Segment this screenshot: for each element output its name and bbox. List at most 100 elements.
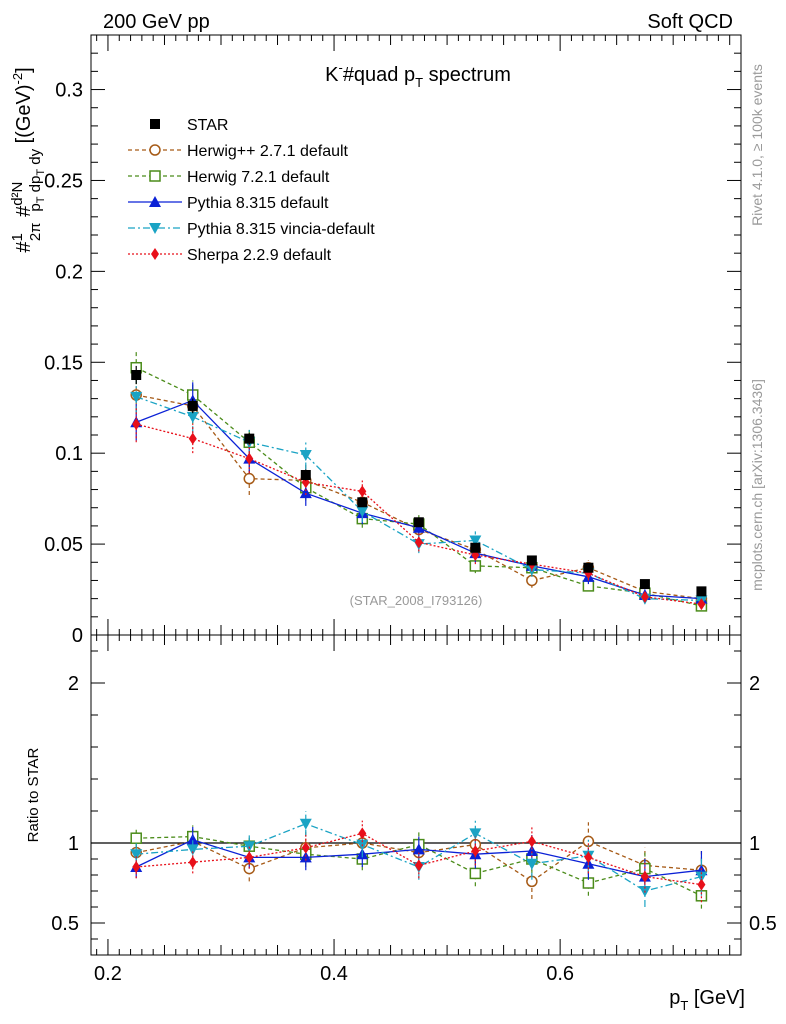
ratio-point [299,818,312,830]
ratio-point [584,851,593,864]
ratio-point [186,844,199,856]
data-series [131,365,707,597]
ratio-point [130,849,143,861]
series-point [243,472,256,485]
legend-label: STAR [187,117,228,134]
y-tick-label: 0.3 [55,80,83,102]
ratio-point [697,878,706,891]
ratio-point [414,859,423,872]
series-point [414,536,423,549]
ratio-point [525,858,538,870]
legend: STAR Herwig++ 2.7.1 default Herwig 7.2.1 d… [128,117,375,264]
ratio-tick-label-right: 1 [749,833,760,855]
main-series-layer [130,351,708,612]
data-point [187,400,198,411]
ratio-point [186,833,199,845]
data-point [131,370,142,380]
series-point [526,574,538,587]
y-tick-label: 0.05 [44,534,83,556]
legend-entry: Pythia 8.315 default [128,195,329,212]
data-point [696,586,707,597]
ratio-point [245,851,254,864]
ratio-point [640,870,649,883]
rivet-version-label: Rivet 4.1.0, ≥ 100k events [749,64,765,226]
ratio-line [136,835,702,897]
legend-label: Pythia 8.315 default [187,195,329,212]
legend-entry: STAR [150,117,228,134]
ratio-point [412,843,425,855]
legend-marker [149,170,161,182]
x-tick-label: 0.2 [94,963,122,985]
analysis-id-label: (STAR_2008_I793126) [350,593,483,608]
series-point [188,432,197,445]
legend-marker [149,196,161,207]
series-1 [130,351,708,612]
legend-marker [151,248,159,260]
legend-label: Herwig 7.2.1 default [187,169,330,186]
legend-marker [149,144,161,156]
series-0 [130,378,708,605]
ratio-tick-label: 1 [68,833,79,855]
y-tick-label: 0.25 [44,170,83,192]
main-axis-ticks: 0 0.05 0.1 0.15 0.2 0.25 0.3 [44,35,741,647]
series-point [697,598,706,611]
series-point [186,411,199,423]
series-line [136,394,702,600]
series-4 [132,405,706,611]
legend-entry: Herwig++ 2.7.1 default [128,143,349,160]
legend-entry: Sherpa 2.2.9 default [128,247,332,264]
ratio-tick-label: 0.5 [51,913,79,935]
ratio-point [358,827,367,840]
data-point [357,497,368,508]
ratio-point [469,828,482,840]
data-point [526,555,537,566]
ratio-series-3 [130,811,708,907]
ratio-plot-frame [90,634,742,956]
y-axis-label: #12π #d²NpT dpT dy [(GeV)-2] [9,67,47,252]
header-energy-label: 200 GeV pp [103,11,210,33]
ratio-point [469,867,482,880]
data-point [470,542,481,553]
y-tick-label: 0.15 [44,352,83,374]
ratio-series-4 [132,820,706,903]
ratio-point [299,851,312,863]
legend-label: Pythia 8.315 vincia-default [187,221,375,238]
data-point [244,433,255,444]
series-point [130,391,143,403]
x-tick-label: 0.6 [546,963,574,985]
ratio-point [525,845,538,856]
data-point [300,470,311,480]
y-tick-label: 0.1 [55,443,83,465]
y-tick-label: 0.2 [55,261,83,283]
mcplots-credit-label: mcplots.cern.ch [arXiv:1306.3436] [749,379,765,591]
ratio-tick-label-right: 0.5 [749,913,777,935]
x-axis-label: pT [GeV] [669,987,745,1013]
chart-title: K-#quad pT spectrum [325,60,511,90]
ratio-tick-label-right: 2 [749,673,760,695]
ratio-y-axis-label: Ratio to STAR [25,747,42,842]
ratio-point [301,841,310,854]
series-point [245,452,254,465]
series-point [640,590,649,603]
ratio-series-layer [130,811,708,909]
data-point [583,562,594,573]
data-point [413,517,424,528]
series-line [135,367,702,607]
ratio-tick-label: 2 [68,673,79,695]
ratio-point [188,856,197,869]
ratio-axis-ticks: 0.2 0.4 0.6 0.5 0.5 1 1 2 2 [51,635,777,985]
legend-entry: Pythia 8.315 vincia-default [128,221,375,238]
series-line [136,423,702,605]
x-tick-label: 0.4 [320,963,348,985]
legend-label: Herwig++ 2.7.1 default [187,143,349,160]
ratio-point [132,861,141,873]
series-point [299,450,312,461]
ratio-point [130,832,142,844]
series-line [136,396,702,602]
series-point [132,418,141,431]
series-point [299,487,312,499]
header-category-label: Soft QCD [647,11,733,33]
ratio-point [527,835,536,848]
series-point [469,535,482,547]
